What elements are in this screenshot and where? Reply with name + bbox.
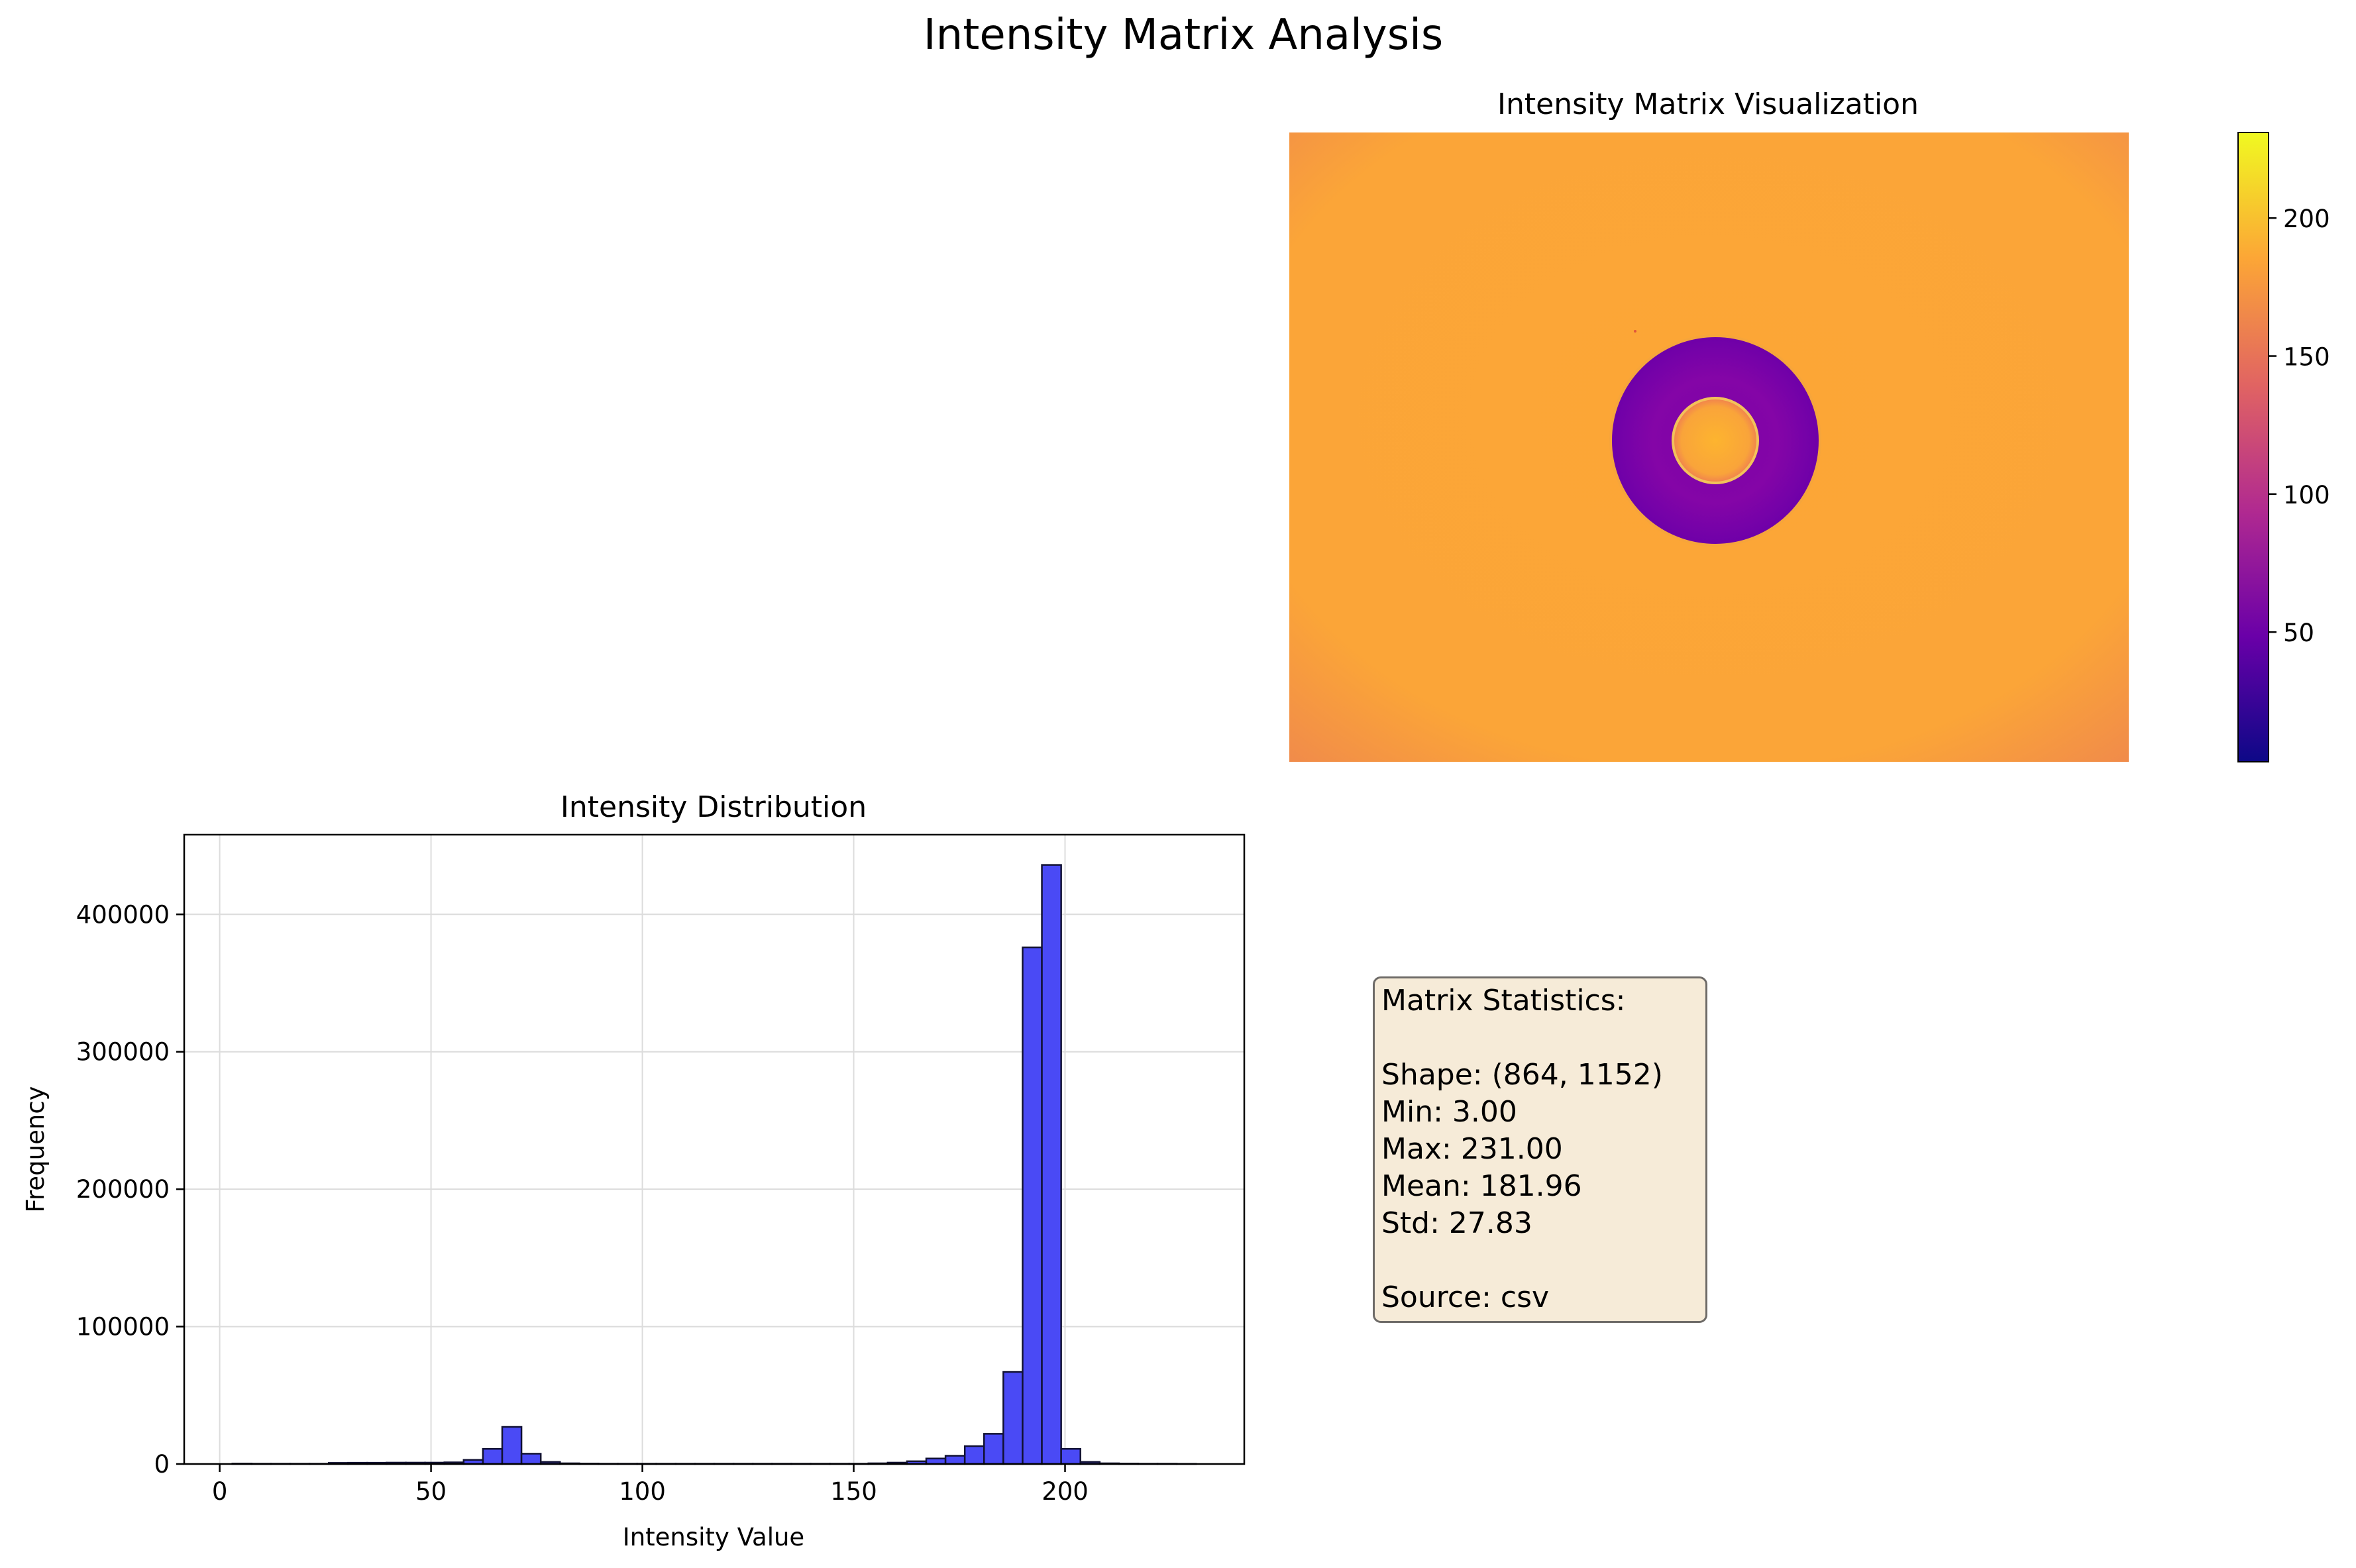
histogram-bar [983, 1433, 1004, 1465]
y-tick-label: 200000 [76, 1175, 170, 1204]
colorbar-tick-label: 150 [2283, 343, 2330, 372]
x-tick-label: 150 [830, 1477, 877, 1506]
colorbar-tick-label: 200 [2283, 205, 2330, 233]
y-tick-label: 100000 [76, 1313, 170, 1341]
y-tick-label: 0 [154, 1450, 170, 1479]
histogram-bar [944, 1455, 966, 1465]
stats-line: Std: 27.83 [1381, 1206, 1532, 1240]
stats-line: Matrix Statistics: [1381, 984, 1626, 1018]
histogram-bar [1002, 1371, 1024, 1465]
stats-line: Min: 3.00 [1381, 1095, 1517, 1129]
figure-title: Intensity Matrix Analysis [924, 11, 1443, 60]
histogram-bar [1041, 864, 1062, 1465]
histogram-y-ticks: 0 100000 200000 300000 400000 [76, 900, 184, 1479]
colorbar-tick-label: 100 [2283, 481, 2330, 509]
histogram-axes-frame [183, 833, 1246, 1465]
y-tick-label: 300000 [76, 1038, 170, 1067]
heatmap-center [1672, 397, 1759, 484]
x-tick-label: 50 [415, 1477, 447, 1506]
histogram-bar [482, 1447, 504, 1465]
x-tick-label: 200 [1042, 1477, 1089, 1506]
histogram-x-ticks: 0 50 100 150 200 [212, 1464, 1089, 1506]
x-tick-label: 0 [212, 1477, 228, 1506]
histogram-title: Intensity Distribution [561, 790, 867, 824]
stats-box: Matrix Statistics: Shape: (864, 1152) Mi… [1373, 976, 1707, 1323]
colorbar-bar [2237, 132, 2269, 762]
stats-line [1381, 1019, 1699, 1057]
histogram-x-label: Intensity Value [623, 1523, 804, 1551]
histogram-y-label: Frequency [21, 1086, 50, 1212]
stats-line: Shape: (864, 1152) [1381, 1058, 1663, 1092]
heatmap-speck [1634, 330, 1636, 333]
histogram-bar [963, 1445, 985, 1465]
histogram-bar [520, 1453, 542, 1465]
stats-line [1381, 1242, 1699, 1279]
histogram-bar [1022, 946, 1043, 1465]
y-tick-label: 400000 [76, 900, 170, 929]
stats-line: Max: 231.00 [1381, 1132, 1563, 1166]
histogram-panel: Intensity Distribution 0 50 100 150 200 0 100… [21, 790, 1246, 1551]
histogram-grid [184, 835, 1244, 1465]
stats-line: Source: csv [1381, 1281, 1550, 1314]
heatmap-title: Intensity Matrix Visualization [1497, 87, 1919, 121]
colorbar: 50 100 150 200 [2237, 132, 2330, 762]
histogram-bar [1060, 1447, 1081, 1465]
histogram-bars [231, 864, 1197, 1465]
histogram-bar [501, 1426, 523, 1465]
colorbar-ticks: 50 100 150 200 [2269, 205, 2330, 647]
stats-line: Mean: 181.96 [1381, 1169, 1582, 1203]
colorbar-tick-label: 50 [2283, 619, 2314, 647]
heatmap-panel: Intensity Matrix Visualization [1289, 87, 2129, 762]
x-tick-label: 100 [619, 1477, 666, 1506]
